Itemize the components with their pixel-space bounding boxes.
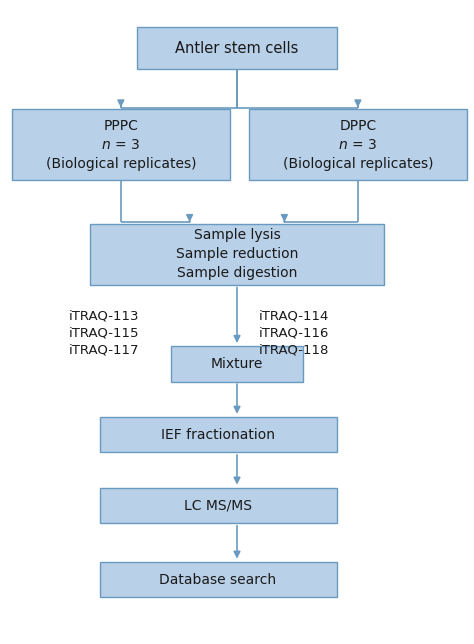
FancyBboxPatch shape	[249, 109, 467, 180]
FancyBboxPatch shape	[100, 562, 337, 598]
FancyBboxPatch shape	[12, 109, 230, 180]
Text: Database search: Database search	[159, 573, 277, 587]
Text: iTRAQ-113: iTRAQ-113	[69, 309, 139, 322]
Text: iTRAQ-114: iTRAQ-114	[258, 309, 328, 322]
Text: Mixture: Mixture	[211, 357, 263, 371]
Text: iTRAQ-117: iTRAQ-117	[69, 344, 139, 357]
Text: IEF fractionation: IEF fractionation	[161, 428, 275, 442]
Text: Antler stem cells: Antler stem cells	[175, 41, 299, 56]
FancyBboxPatch shape	[100, 417, 337, 452]
FancyBboxPatch shape	[171, 346, 303, 381]
Text: iTRAQ-118: iTRAQ-118	[258, 344, 328, 357]
FancyBboxPatch shape	[100, 488, 337, 523]
Text: PPPC
$n$ = 3
(Biological replicates): PPPC $n$ = 3 (Biological replicates)	[46, 119, 196, 171]
FancyBboxPatch shape	[137, 28, 337, 69]
Text: DPPC
$n$ = 3
(Biological replicates): DPPC $n$ = 3 (Biological replicates)	[283, 119, 433, 171]
Text: iTRAQ-115: iTRAQ-115	[69, 327, 139, 339]
FancyBboxPatch shape	[90, 224, 384, 285]
Text: iTRAQ-116: iTRAQ-116	[258, 327, 328, 339]
Text: Sample lysis
Sample reduction
Sample digestion: Sample lysis Sample reduction Sample dig…	[176, 229, 298, 280]
Text: LC MS/MS: LC MS/MS	[184, 498, 252, 513]
